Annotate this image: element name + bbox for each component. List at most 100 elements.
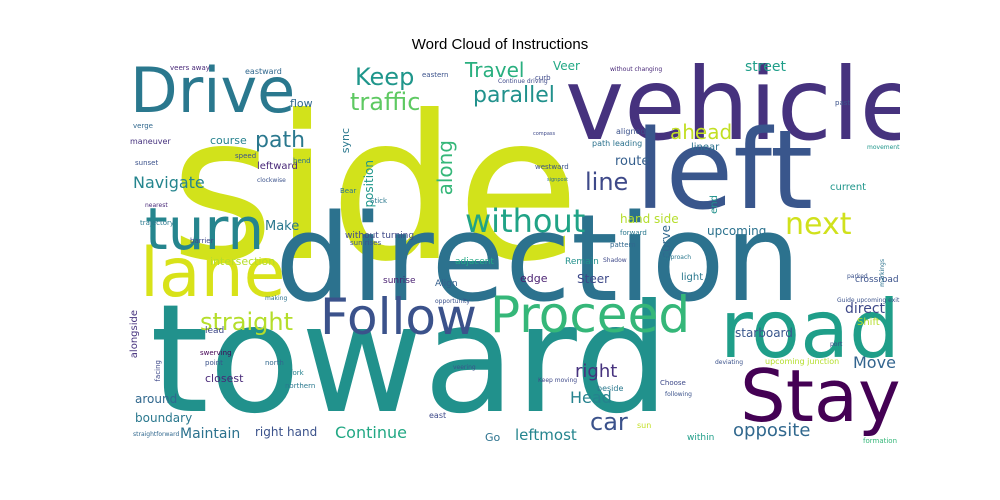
- word-leftmost: leftmost: [515, 426, 577, 444]
- word-follow: Follow: [320, 288, 477, 346]
- word-right-hand: right hand: [255, 425, 318, 439]
- word-vehicle: vehicle: [565, 60, 900, 163]
- word-formation: formation: [863, 437, 898, 445]
- word-upcoming: upcoming: [707, 224, 767, 238]
- word-move: Move: [853, 353, 896, 372]
- word-current: current: [830, 182, 867, 193]
- word-shift: Shift: [857, 317, 880, 328]
- word-continue-driving: Continue driving: [498, 78, 548, 85]
- word-direction: direction: [275, 190, 801, 329]
- word-make: Make: [265, 219, 300, 234]
- word-flow: flow: [290, 97, 313, 110]
- word-clockwise: clockwise: [257, 177, 286, 184]
- word-following: following: [665, 391, 692, 398]
- word-markings: markings: [879, 259, 886, 287]
- word-end: end: [709, 195, 720, 214]
- word-crossroad: crossroad: [855, 275, 899, 285]
- word-aligned: aligned: [616, 127, 646, 136]
- word-stick: Stick: [370, 197, 388, 205]
- word-direct: direct: [845, 301, 886, 317]
- word-road: road: [720, 283, 900, 376]
- word-choose: Choose: [660, 379, 686, 387]
- word-maneuver: maneuver: [130, 137, 171, 146]
- word-right: right: [575, 361, 618, 382]
- word-stay: Stay: [740, 354, 900, 438]
- word-go: Go: [485, 431, 501, 444]
- word-approach: approach: [663, 254, 692, 261]
- word-next: next: [785, 207, 852, 242]
- word-without-turning: without turning: [345, 231, 415, 241]
- word-proceed: Proceed: [490, 286, 691, 344]
- word-sync: sync: [339, 128, 352, 154]
- word-steer: Steer: [577, 272, 610, 286]
- word-verge: verge: [133, 122, 153, 130]
- word-parallel: parallel: [473, 83, 555, 108]
- word-side: side: [170, 73, 580, 306]
- word-northern: northern: [285, 382, 316, 390]
- word-beside: beside: [597, 384, 624, 393]
- word-port: port: [830, 341, 843, 348]
- word-westward: westward: [535, 163, 569, 171]
- word-car: car: [590, 408, 628, 436]
- word-within: within: [687, 433, 715, 443]
- word-linear: linear: [691, 142, 720, 153]
- word-veers-away: veers away: [170, 64, 210, 72]
- word-signpost: signpost: [547, 177, 569, 183]
- word-north: north: [265, 359, 284, 367]
- word-making: making: [265, 295, 288, 302]
- word-opportunity: opportunity: [435, 298, 470, 305]
- word-opposite: opposite: [733, 420, 811, 441]
- word-swerving: swerving: [200, 349, 232, 357]
- word-intersection: intersection: [210, 255, 276, 268]
- word-lead: lead: [205, 326, 225, 336]
- word-cloud: side toward direction vehicle left road Drive S…: [125, 60, 900, 448]
- word-speed: speed: [235, 152, 257, 160]
- word-straightforward: straightforward: [133, 431, 180, 438]
- word-line: line: [585, 168, 629, 196]
- word-veering: veering: [453, 364, 476, 371]
- word-fork: fork: [290, 369, 304, 377]
- word-sunrise: sunrise: [383, 276, 416, 286]
- word-eastward: eastward: [245, 67, 282, 76]
- word-turn: turn: [145, 195, 265, 263]
- word-eastern: eastern: [422, 71, 449, 79]
- word-starboard: starboard: [735, 326, 793, 340]
- word-hand-side: hand side: [620, 212, 679, 226]
- word-sunset: sunset: [135, 159, 159, 167]
- word-toward: toward: [150, 273, 670, 447]
- word-shadow: Shadow: [603, 257, 627, 264]
- word-veer: Veer: [553, 60, 580, 73]
- chart-title: Word Cloud of Instructions: [411, 36, 589, 53]
- word-barrier: barrier: [190, 237, 214, 245]
- word-travel: Travel: [465, 60, 525, 82]
- word-closest: closest: [205, 372, 244, 385]
- word-keep: Keep: [355, 63, 415, 91]
- word-without: without: [465, 202, 586, 240]
- word-straight: straight: [200, 308, 294, 336]
- word-route: route: [615, 154, 650, 169]
- word-align: Align: [435, 279, 458, 289]
- word-lane: lane: [140, 234, 286, 313]
- word-compass: compass: [533, 131, 556, 137]
- word-sun-rises: sun rises: [350, 239, 382, 247]
- word-boundary: boundary: [135, 411, 193, 425]
- word-without-changing: without changing: [610, 66, 663, 73]
- word-traffic: traffic: [350, 88, 421, 116]
- word-left: left: [635, 106, 814, 234]
- word-leftward: leftward: [257, 161, 298, 172]
- word-path-leading: path leading: [592, 139, 643, 148]
- word-street: street: [745, 60, 786, 75]
- word-past: past: [835, 99, 851, 107]
- word-ahead: ahead: [670, 120, 733, 144]
- word-adjacent: adjacent: [455, 257, 494, 267]
- word-around: around: [135, 392, 178, 406]
- word-nearest: nearest: [145, 202, 168, 209]
- word-remain: Remain: [565, 257, 599, 267]
- word-course: course: [210, 134, 247, 147]
- word-drive: Drive: [130, 60, 296, 127]
- word-light: light: [681, 272, 704, 283]
- word-edge: edge: [520, 272, 548, 285]
- word-forward: forward: [620, 229, 647, 237]
- word-continue: Continue: [335, 423, 407, 442]
- word-alongside: alongside: [129, 310, 140, 359]
